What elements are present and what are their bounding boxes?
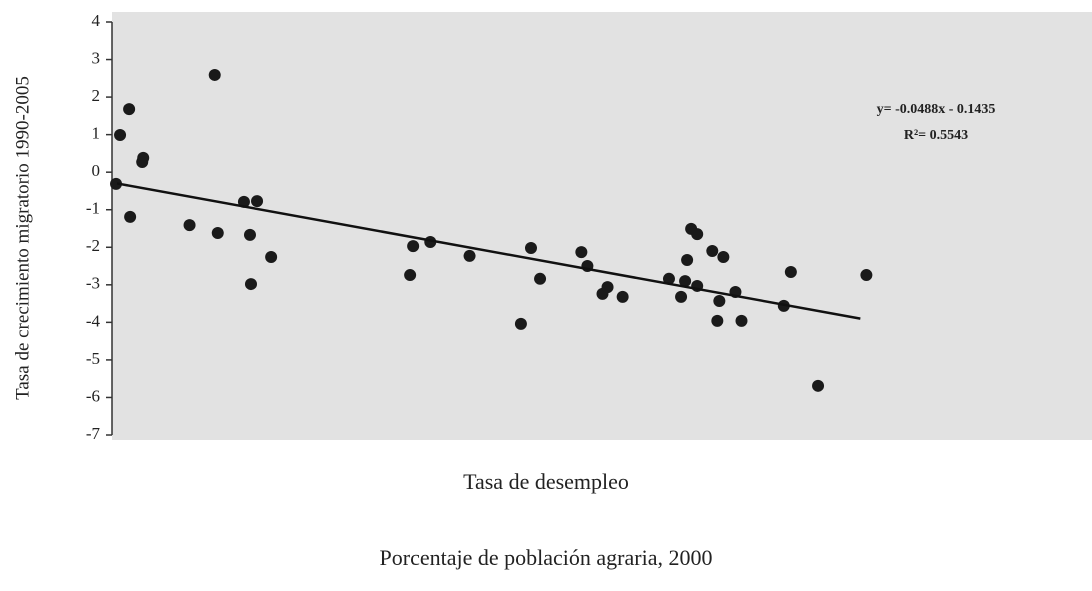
y-tick-label: -4	[86, 311, 101, 330]
point	[251, 195, 264, 208]
point	[735, 314, 748, 327]
point	[183, 219, 196, 232]
y-tick-label: -5	[86, 349, 100, 368]
y-tick-label: -1	[86, 199, 100, 218]
point	[691, 228, 704, 241]
y-tick-label: -2	[86, 236, 100, 255]
y-tick-label: -7	[86, 424, 101, 443]
point	[675, 290, 688, 303]
point	[575, 246, 588, 259]
point	[211, 227, 224, 240]
point	[244, 278, 257, 291]
point	[514, 317, 527, 330]
x-axis-label: Tasa de desempleo	[463, 469, 629, 494]
y-tick-label: 4	[92, 11, 101, 30]
point	[463, 249, 476, 262]
plot-background	[112, 12, 1092, 440]
point	[208, 68, 221, 81]
point	[711, 314, 724, 327]
point	[404, 269, 417, 282]
point	[812, 379, 825, 392]
equation: y= -0.0488x - 0.1435	[877, 102, 996, 117]
point	[407, 240, 420, 253]
r-squared: R²= 0.5543	[904, 128, 968, 143]
point	[679, 275, 692, 288]
point	[784, 266, 797, 279]
y-tick-label: 0	[92, 161, 101, 180]
y-tick-label: 1	[92, 124, 101, 143]
point	[706, 245, 719, 258]
y-tick-label: -3	[86, 274, 100, 293]
point	[681, 254, 694, 267]
x-axis-label-2: Porcentaje de población agraria, 2000	[380, 545, 713, 570]
point	[534, 272, 547, 285]
point	[601, 281, 614, 294]
point	[110, 177, 123, 190]
point	[860, 269, 873, 282]
y-tick-label: 2	[92, 86, 101, 105]
point	[717, 251, 730, 264]
point	[616, 290, 629, 303]
point	[124, 210, 137, 223]
point	[265, 251, 278, 264]
trend-line	[116, 182, 861, 320]
point	[243, 228, 256, 241]
point	[713, 294, 726, 307]
point	[123, 103, 136, 116]
y-tick-label: -6	[86, 386, 100, 405]
y-tick-label: 3	[92, 48, 101, 67]
point	[114, 129, 127, 142]
y-axis-label: Tasa de crecimiento migratorio 1990-2005	[12, 76, 33, 400]
point	[524, 242, 537, 255]
point	[137, 151, 150, 164]
point	[662, 272, 675, 285]
